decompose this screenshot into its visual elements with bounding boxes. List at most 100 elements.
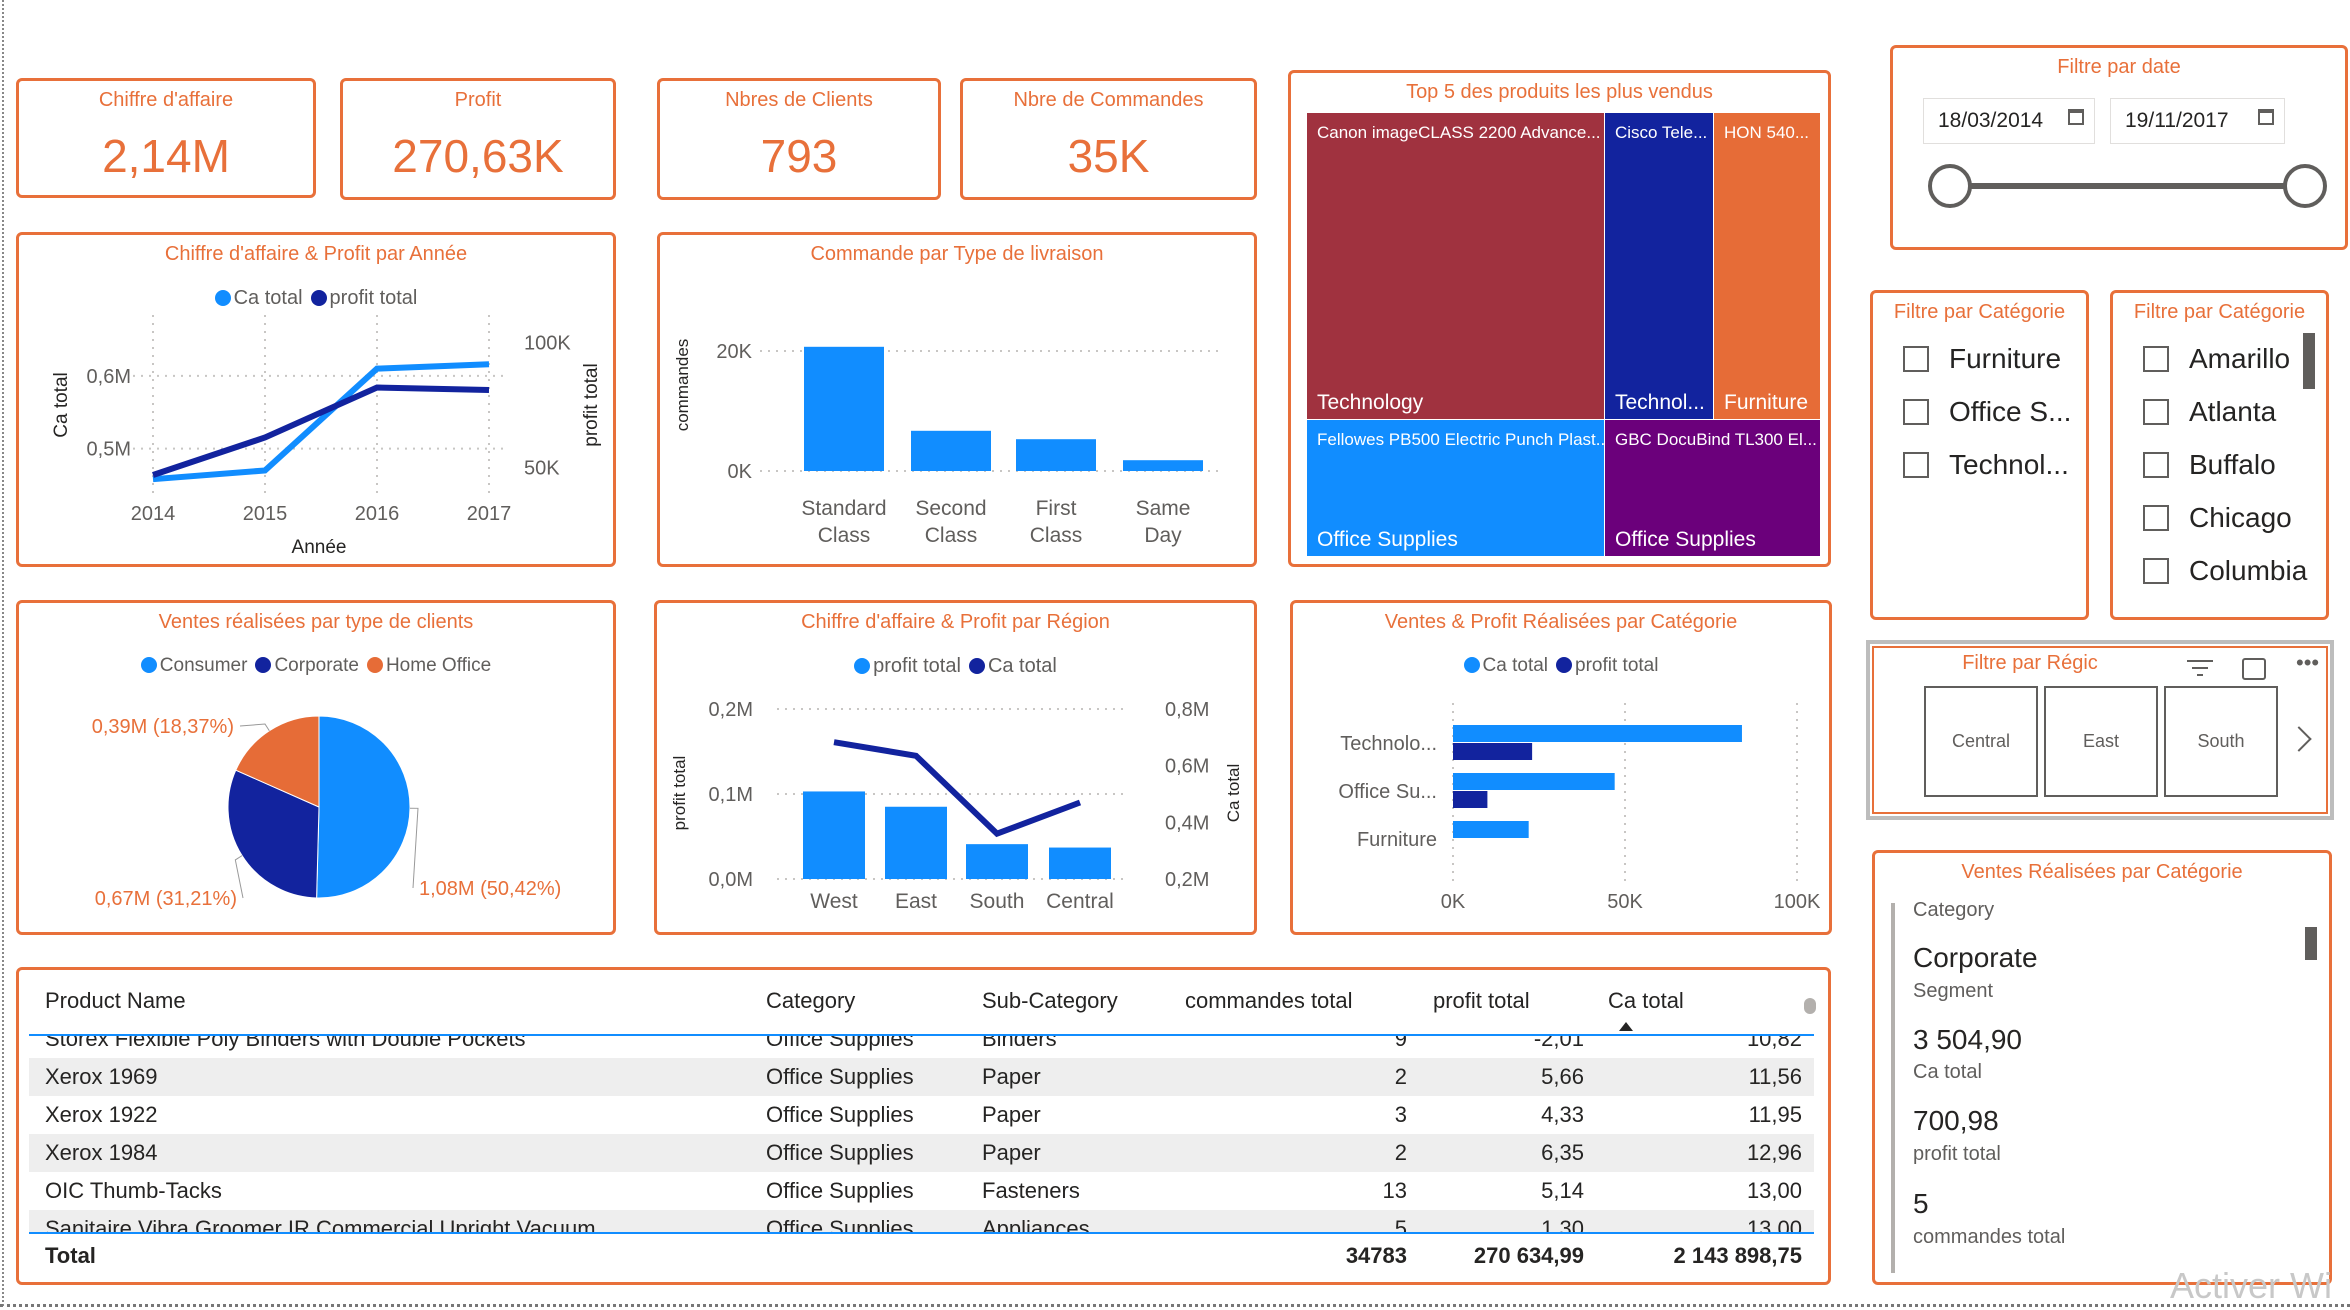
start-date-input[interactable]: 18/03/2014 — [1923, 98, 2095, 144]
end-date-input[interactable]: 19/11/2017 — [2110, 98, 2285, 144]
hbar-chart-category[interactable]: Ventes & Profit Réalisées par Catégorie … — [1290, 600, 1832, 935]
more-options-icon[interactable]: ••• — [2296, 650, 2320, 675]
column-header-commandes[interactable]: commandes total — [1185, 988, 1353, 1013]
bar — [885, 806, 947, 879]
slicer-item[interactable]: Columbia — [2143, 555, 2307, 587]
slicer-item-label: Technol... — [1949, 449, 2069, 480]
kpi-value: 2,14M — [102, 130, 230, 182]
column-header-profit[interactable]: profit total — [1433, 988, 1530, 1013]
table-row[interactable]: Sanitaire Vibra Groomer IR Commercial Up… — [29, 1210, 1814, 1234]
treemap-tile[interactable]: HON 540... Furniture — [1714, 113, 1820, 419]
legend-item[interactable]: Ca total — [1463, 655, 1548, 676]
table-cell: 11,56 — [1748, 1064, 1802, 1089]
checkbox[interactable] — [1903, 452, 1929, 478]
column-header-subcategory[interactable]: Sub-Category — [982, 988, 1118, 1013]
region-tile-east[interactable]: East — [2044, 686, 2158, 797]
slicer-item[interactable]: Furniture — [1903, 343, 2061, 375]
table-body[interactable]: Storex Flexible Poly Binders with Double… — [29, 1034, 1814, 1234]
slicer-item[interactable]: Chicago — [2143, 502, 2292, 534]
treemap-top-products[interactable]: Top 5 des produits les plus vendus Canon… — [1288, 70, 1831, 567]
multi-row-card[interactable]: Ventes Réalisées par Catégorie Category … — [1872, 850, 2332, 1285]
slider-start-handle[interactable] — [1928, 164, 1972, 208]
legend-item[interactable]: Ca total — [968, 655, 1057, 677]
card-label: profit total — [1913, 1143, 2001, 1165]
treemap-tile[interactable]: Cisco Tele... Technol... — [1605, 113, 1713, 419]
table-cell: Paper — [982, 1140, 1041, 1165]
scrollbar[interactable] — [2303, 333, 2315, 389]
legend-item[interactable]: profit total — [854, 655, 961, 677]
x-tick-label: Second — [915, 497, 986, 520]
slider-end-handle[interactable] — [2283, 164, 2327, 208]
slicer-item[interactable]: Buffalo — [2143, 449, 2276, 481]
region-tile-south[interactable]: South — [2164, 686, 2278, 797]
chart-legend: profit total Ca total — [657, 655, 1254, 678]
checkbox[interactable] — [2143, 399, 2169, 425]
checkbox[interactable] — [1903, 399, 1929, 425]
table-row[interactable]: OIC Thumb-Tacks Office Supplies Fasteners 1… — [29, 1172, 1814, 1210]
legend-item[interactable]: Corporate — [255, 655, 359, 676]
slicer-item[interactable]: Technol... — [1903, 449, 2069, 481]
checkbox[interactable] — [2143, 346, 2169, 372]
date-range-slider[interactable] — [1950, 183, 2305, 189]
card-value: 700,98 — [1913, 1105, 1999, 1136]
legend-item[interactable]: Ca total — [214, 287, 303, 309]
legend-item[interactable]: Consumer — [140, 655, 247, 676]
bar-ca-total — [1453, 821, 1529, 838]
table-row[interactable]: Xerox 1969 Office Supplies Paper 2 5,66 11,56 — [29, 1058, 1814, 1096]
focus-mode-icon[interactable] — [2242, 658, 2266, 680]
treemap-tile[interactable]: GBC DocuBind TL300 El... Office Supplies — [1605, 420, 1820, 556]
slicer-item[interactable]: Office S... — [1903, 396, 2071, 428]
card-value: 5 — [1913, 1188, 1929, 1219]
kpi-card-chiffre-affaire[interactable]: Chiffre d'affaire 2,14M — [16, 78, 316, 198]
checkbox[interactable] — [1903, 346, 1929, 372]
column-header-ca[interactable]: Ca total — [1608, 988, 1684, 1013]
table-row[interactable]: Xerox 1922 Office Supplies Paper 3 4,33 11,95 — [29, 1096, 1814, 1134]
calendar-icon[interactable] — [2068, 109, 2084, 125]
table-cell: 6,35 — [1541, 1140, 1584, 1165]
card-label: commandes total — [1913, 1226, 2066, 1248]
y-tick-label: 20K — [716, 341, 752, 363]
bar — [911, 430, 991, 471]
x-tick-label: West — [810, 890, 858, 913]
legend-item[interactable]: Home Office — [366, 655, 491, 676]
pie-chart-clients[interactable]: Ventes réalisées par type de clients Con… — [16, 600, 616, 935]
y-tick-label: 0K — [728, 461, 753, 483]
bar-chart-shipping[interactable]: Commande par Type de livraison 0K 20K comm… — [657, 232, 1257, 567]
kpi-card-commandes[interactable]: Nbre de Commandes 35K — [960, 78, 1257, 200]
line-chart-year[interactable]: Chiffre d'affaire & Profit par Année Ca … — [16, 232, 616, 567]
y2-tick-label: 0,2M — [1165, 869, 1209, 891]
treemap-tile[interactable]: Canon imageCLASS 2200 Advance... Technolo… — [1307, 113, 1604, 419]
table-cell: Office Supplies — [766, 1064, 914, 1089]
legend-label: profit total — [329, 287, 418, 309]
filter-icon[interactable] — [2187, 660, 2213, 676]
checkbox[interactable] — [2143, 452, 2169, 478]
treemap-tile[interactable]: Fellowes PB500 Electric Punch Plast... Of… — [1307, 420, 1604, 556]
scrollbar[interactable] — [2305, 927, 2317, 960]
checkbox[interactable] — [2143, 558, 2169, 584]
column-header-category[interactable]: Category — [766, 988, 856, 1013]
column-header-product[interactable]: Product Name — [45, 988, 186, 1013]
table-cell: 1,30 — [1541, 1216, 1584, 1234]
table-cell: Office Supplies — [766, 1102, 914, 1127]
kpi-card-clients[interactable]: Nbres de Clients 793 — [657, 78, 941, 200]
table-cell: OIC Thumb-Tacks — [45, 1178, 222, 1203]
combo-chart-region[interactable]: Chiffre d'affaire & Profit par Région pr… — [654, 600, 1257, 935]
slicer-item[interactable]: Atlanta — [2143, 396, 2276, 428]
table-row[interactable]: Xerox 1984 Office Supplies Paper 2 6,35 12,96 — [29, 1134, 1814, 1172]
legend-item[interactable]: profit total — [1556, 655, 1658, 676]
region-tile-central[interactable]: Central — [1924, 686, 2038, 797]
products-table[interactable]: Product Name Category Sub-Category comma… — [16, 967, 1831, 1285]
sort-ascending-icon[interactable] — [1619, 1022, 1633, 1031]
kpi-title: Profit — [454, 89, 502, 111]
calendar-icon[interactable] — [2258, 109, 2274, 125]
slicer-item[interactable]: Amarillo — [2143, 343, 2290, 375]
checkbox[interactable] — [2143, 505, 2169, 531]
legend-item[interactable]: profit total — [310, 287, 418, 309]
kpi-card-profit[interactable]: Profit 270,63K — [340, 78, 616, 200]
scrollbar[interactable] — [1804, 998, 1816, 1014]
table-row[interactable]: Storex Flexible Poly Binders with Double… — [29, 1036, 1814, 1058]
end-date-value: 19/11/2017 — [2125, 109, 2229, 132]
card-accent-bar — [1891, 903, 1895, 1273]
total-commandes: 34783 — [1345, 1243, 1407, 1268]
slicer-title: Filtre par Régic — [1962, 652, 2098, 674]
